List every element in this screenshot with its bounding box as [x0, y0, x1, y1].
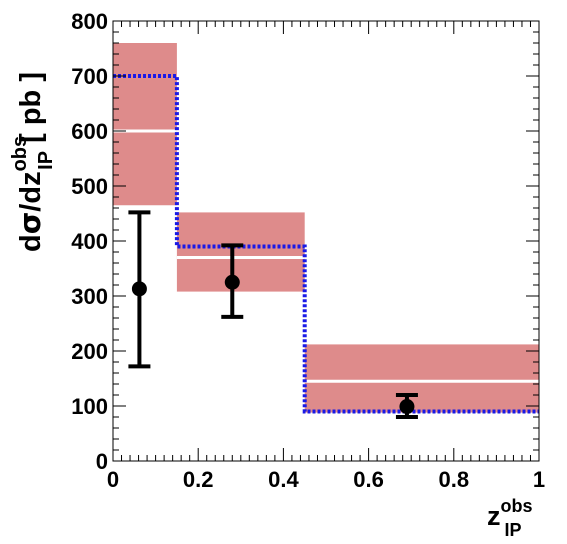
y-tick-label: 500	[71, 174, 108, 199]
dotted-prediction	[113, 74, 539, 414]
y-axis-title: dσ/dzobs IP [ pb ]	[9, 72, 57, 252]
y-tick-label: 800	[71, 9, 108, 34]
y-tick-label: 100	[71, 394, 108, 419]
theory-bands	[113, 43, 539, 413]
x-tick-label: 0.6	[353, 467, 384, 492]
data-points	[128, 210, 418, 419]
x-tick-label: 1	[533, 467, 545, 492]
x-tick-label: 0.8	[439, 467, 470, 492]
y-tick-label: 0	[96, 449, 108, 474]
y-tick-label: 600	[71, 119, 108, 144]
data-point-3	[399, 399, 415, 415]
theory-band-1	[113, 43, 177, 206]
y-tick-label: 700	[71, 64, 108, 89]
theory-band-2	[176, 212, 305, 292]
y-axis-ticks: 0 100 200 300 400 500 600 700 800	[71, 9, 539, 474]
x-tick-label: 0	[107, 467, 119, 492]
x-tick-label: 0.4	[268, 467, 299, 492]
x-axis-title: zobs IP	[487, 496, 533, 540]
x-tick-label: 0.2	[183, 467, 214, 492]
y-tick-label: 200	[71, 339, 108, 364]
theory-band-3	[304, 344, 539, 413]
data-point-1	[131, 281, 147, 297]
x-axis-ticks: 0 0.2 0.4 0.6 0.8 1	[107, 21, 545, 492]
y-tick-label: 400	[71, 229, 108, 254]
data-point-2	[224, 274, 240, 290]
y-tick-label: 300	[71, 284, 108, 309]
dotted-step-line	[113, 74, 539, 414]
